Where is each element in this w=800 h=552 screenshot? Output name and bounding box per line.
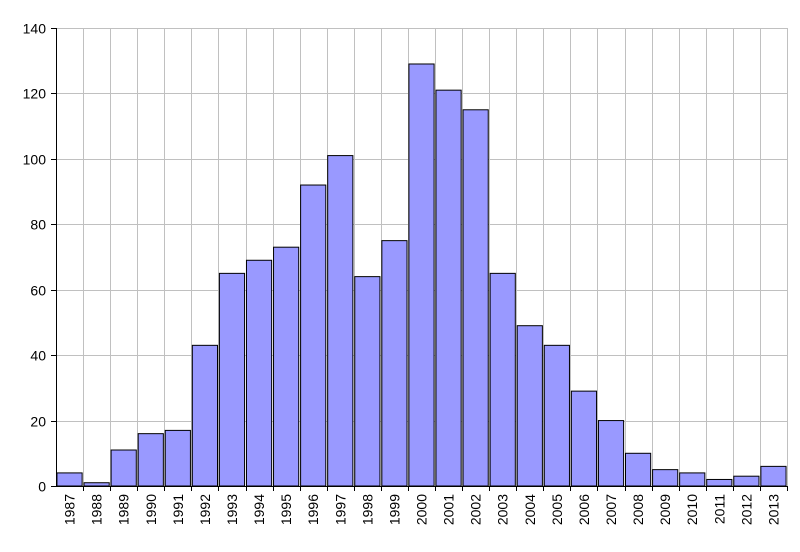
bar-1988 <box>83 482 110 487</box>
x-tick-label: 2007 <box>603 494 619 525</box>
bar-1997 <box>327 155 354 487</box>
x-tick-label: 1997 <box>332 494 348 525</box>
x-tick-label: 1988 <box>89 494 105 525</box>
bar-1994 <box>245 259 273 487</box>
y-tick-label: 60 <box>30 283 46 299</box>
bar-2013 <box>760 465 787 487</box>
bar-2004 <box>516 325 543 487</box>
bar-1990 <box>137 433 164 487</box>
bar-2007 <box>597 420 625 487</box>
bar-2001 <box>435 89 462 487</box>
x-tick-label: 2004 <box>522 494 538 525</box>
x-tick-label: 1998 <box>359 494 375 525</box>
x-tick-label: 1994 <box>251 494 267 525</box>
bar-1995 <box>273 246 300 487</box>
x-tick-label: 2003 <box>495 494 511 525</box>
bar-2012 <box>733 475 760 487</box>
x-tick-label: 1989 <box>116 494 132 525</box>
bars-layer <box>56 63 787 487</box>
axes-layer <box>51 28 788 491</box>
bar-1999 <box>381 240 408 487</box>
bar-1991 <box>164 429 191 487</box>
bar-1987 <box>56 472 83 487</box>
bar-1993 <box>218 272 246 487</box>
bar-2002 <box>462 109 489 487</box>
x-tick-label: 1990 <box>143 494 159 525</box>
y-tick-label: 140 <box>23 21 47 37</box>
y-tick-label: 0 <box>38 479 46 495</box>
y-tick-label: 40 <box>30 348 46 364</box>
bar-2010 <box>679 472 706 487</box>
x-tick-label: 1991 <box>170 494 186 525</box>
bar-2008 <box>625 452 652 487</box>
bar-1989 <box>110 449 137 487</box>
x-tick-label: 2008 <box>630 494 646 525</box>
bar-2009 <box>652 469 679 487</box>
x-tick-label: 2002 <box>468 494 484 525</box>
x-tick-labels: 1987 1988 1989 1990 1991 1992 1993 1994 1995 1996… <box>62 494 782 525</box>
bar-2000 <box>408 63 435 487</box>
x-tick-label: 1987 <box>62 494 78 525</box>
x-tick-label: 2009 <box>657 494 673 525</box>
y-tick-label: 100 <box>23 152 47 168</box>
x-tick-label: 2010 <box>684 494 700 525</box>
y-tick-label: 120 <box>23 86 47 102</box>
x-tick-label: 2011 <box>711 494 727 524</box>
x-tick-label: 1992 <box>197 494 213 525</box>
bar-1996 <box>300 184 327 487</box>
bar-1992 <box>191 344 219 487</box>
bar-2006 <box>570 390 598 487</box>
x-tick-label: 1993 <box>224 494 240 525</box>
bar-2011 <box>706 478 733 487</box>
x-tick-label: 2012 <box>738 494 754 525</box>
bar-2005 <box>543 344 570 487</box>
x-tick-label: 2005 <box>549 494 565 525</box>
x-tick-label: 1999 <box>386 494 402 525</box>
y-tick-label: 20 <box>30 414 46 430</box>
bar-1998 <box>354 276 381 487</box>
x-tick-label: 2006 <box>576 494 592 525</box>
x-tick-label: 1995 <box>278 494 294 525</box>
bar-2003 <box>489 272 516 487</box>
x-tick-label: 2001 <box>441 494 457 525</box>
x-tick-label: 1996 <box>305 494 321 525</box>
x-tick-label: 2013 <box>765 494 781 525</box>
x-tick-label: 2000 <box>414 494 430 525</box>
y-tick-label: 80 <box>30 217 46 233</box>
y-tick-labels: 0 20 40 60 80 100 120 140 <box>23 21 47 495</box>
